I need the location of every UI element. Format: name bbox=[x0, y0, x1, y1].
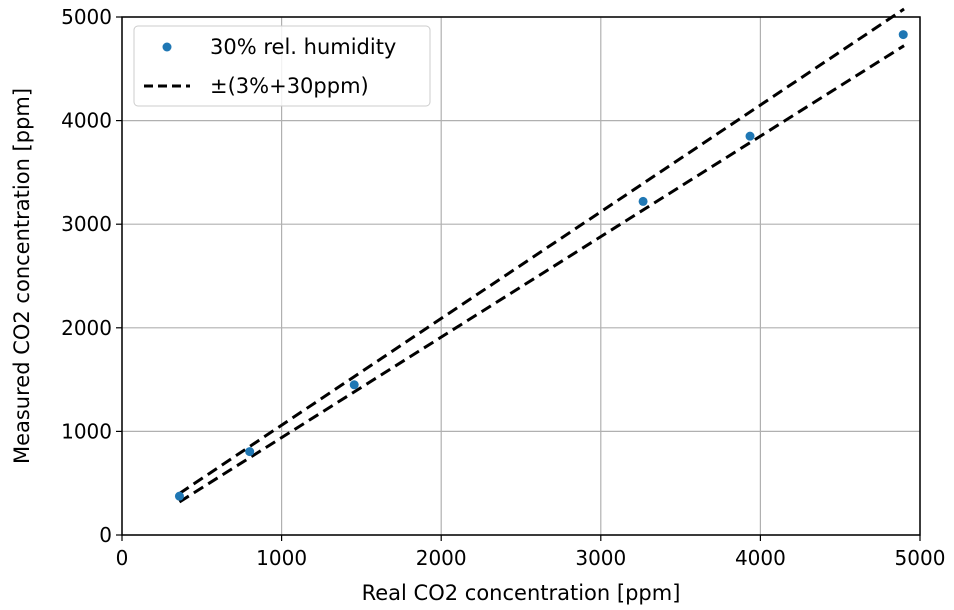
x-axis-ticks: 0 1000 2000 3000 4000 5000 bbox=[116, 535, 946, 570]
data-point bbox=[245, 447, 255, 457]
plot-frame bbox=[121, 16, 921, 536]
tolerance-lower-line bbox=[178, 44, 905, 504]
y-tick-label: 2000 bbox=[61, 316, 112, 340]
legend-box bbox=[133, 25, 431, 107]
tolerance-upper-line bbox=[178, 7, 905, 495]
x-tick-label: 0 bbox=[116, 546, 129, 570]
legend-label-dashed: ±(3%+30ppm) bbox=[210, 74, 369, 98]
data-points bbox=[174, 30, 908, 501]
x-tick-label: 2000 bbox=[416, 546, 467, 570]
tolerance-band-lines bbox=[178, 7, 905, 504]
y-axis-label: Measured CO2 concentration [ppm] bbox=[10, 88, 34, 464]
y-tick-label: 0 bbox=[99, 523, 112, 547]
y-tick-label: 1000 bbox=[61, 419, 112, 443]
data-point bbox=[745, 131, 755, 141]
x-tick-label: 4000 bbox=[735, 546, 786, 570]
data-point bbox=[638, 196, 648, 206]
x-tick-label: 5000 bbox=[895, 546, 946, 570]
x-tick-label: 3000 bbox=[575, 546, 626, 570]
y-tick-label: 3000 bbox=[61, 212, 112, 236]
legend-label-points: 30% rel. humidity bbox=[210, 35, 396, 59]
y-tick-label: 5000 bbox=[61, 5, 112, 29]
x-tick-label: 1000 bbox=[256, 546, 307, 570]
y-tick-label: 4000 bbox=[61, 109, 112, 133]
x-axis-label: Real CO2 concentration [ppm] bbox=[362, 581, 681, 605]
data-point bbox=[174, 491, 184, 501]
legend: 30% rel. humidity ±(3%+30ppm) bbox=[133, 25, 431, 107]
y-axis-ticks: 0 1000 2000 3000 4000 5000 bbox=[61, 5, 122, 547]
data-point bbox=[898, 30, 908, 40]
data-point bbox=[349, 380, 359, 390]
legend-marker-points bbox=[162, 42, 172, 52]
